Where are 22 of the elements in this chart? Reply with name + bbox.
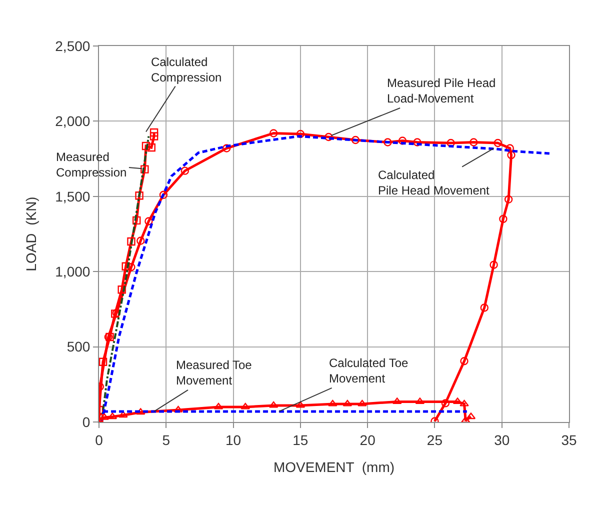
y-axis-title: LOAD (KN): [22, 196, 39, 272]
annotation: Measured Compression: [56, 150, 127, 180]
x-tick-label: 25: [426, 432, 443, 448]
x-tick-label: 30: [494, 432, 510, 448]
annotation: Calculated Toe Movement: [329, 356, 408, 386]
annotation: Measured Toe Movement: [176, 358, 252, 388]
x-tick-label: 5: [162, 432, 170, 448]
y-tick-label: 1,500: [55, 188, 90, 204]
y-tick-label: 0: [82, 414, 90, 430]
y-tick-label: 500: [66, 338, 90, 355]
annotation: Calculated Pile Head Movement: [378, 168, 490, 198]
y-tick-label: 1,000: [55, 264, 90, 280]
x-tick-label: 0: [95, 432, 104, 448]
x-axis-title: MOVEMENT (mm): [273, 459, 395, 476]
y-tick-label: 2,500: [55, 38, 90, 54]
annotation: Measured Pile Head Load-Movement: [387, 76, 496, 106]
x-tick-label: 35: [561, 432, 577, 448]
x-tick-label: 15: [292, 432, 308, 448]
x-tick-label: 20: [360, 432, 376, 448]
annotation: Calculated Compression: [151, 55, 222, 85]
x-tick-label: 10: [226, 432, 242, 448]
y-tick-label: 2,000: [55, 113, 90, 130]
